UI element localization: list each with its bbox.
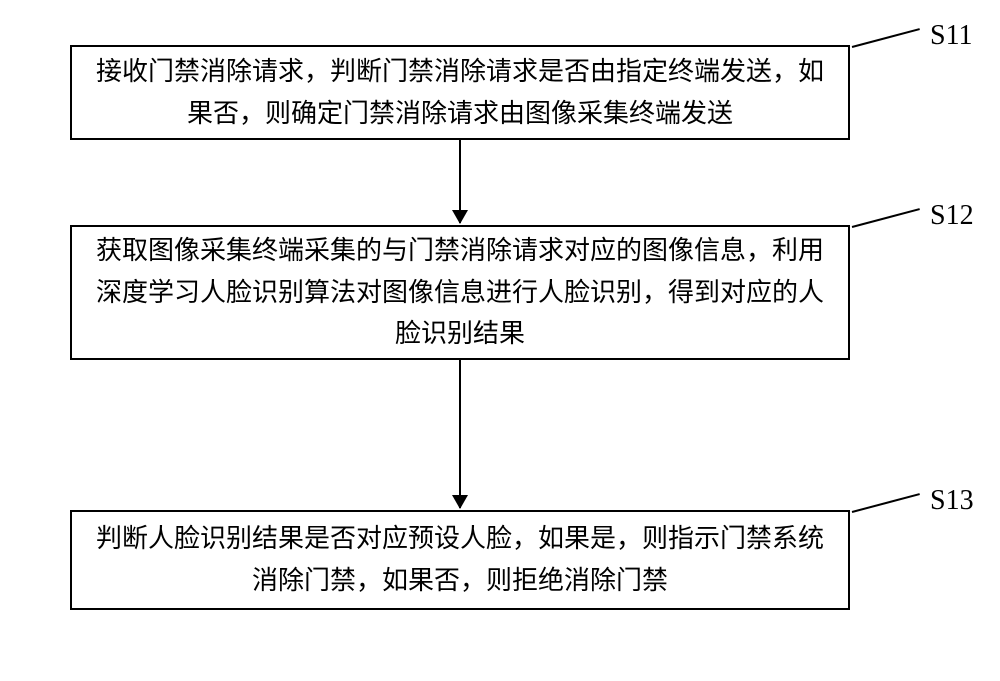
flowchart-arrow-s11-s12 — [459, 140, 461, 223]
flowchart-node-s13: 判断人脸识别结果是否对应预设人脸，如果是，则指示门禁系统消除门禁，如果否，则拒绝… — [70, 510, 850, 610]
leader-line-s12 — [852, 208, 920, 228]
flowchart-arrow-s12-s13 — [459, 360, 461, 508]
leader-line-s13 — [852, 493, 920, 513]
node-s13-text: 判断人脸识别结果是否对应预设人脸，如果是，则指示门禁系统消除门禁，如果否，则拒绝… — [92, 518, 828, 601]
flowchart-container: 接收门禁消除请求，判断门禁消除请求是否由指定终端发送，如果否，则确定门禁消除请求… — [0, 0, 1000, 681]
node-s12-text: 获取图像采集终端采集的与门禁消除请求对应的图像信息，利用深度学习人脸识别算法对图… — [92, 230, 828, 355]
flowchart-node-s12: 获取图像采集终端采集的与门禁消除请求对应的图像信息，利用深度学习人脸识别算法对图… — [70, 225, 850, 360]
step-label-s13: S13 — [930, 485, 974, 517]
node-s11-text: 接收门禁消除请求，判断门禁消除请求是否由指定终端发送，如果否，则确定门禁消除请求… — [92, 51, 828, 134]
leader-line-s11 — [852, 28, 920, 48]
step-label-s12: S12 — [930, 200, 974, 232]
flowchart-node-s11: 接收门禁消除请求，判断门禁消除请求是否由指定终端发送，如果否，则确定门禁消除请求… — [70, 45, 850, 140]
step-label-s11: S11 — [930, 20, 973, 52]
